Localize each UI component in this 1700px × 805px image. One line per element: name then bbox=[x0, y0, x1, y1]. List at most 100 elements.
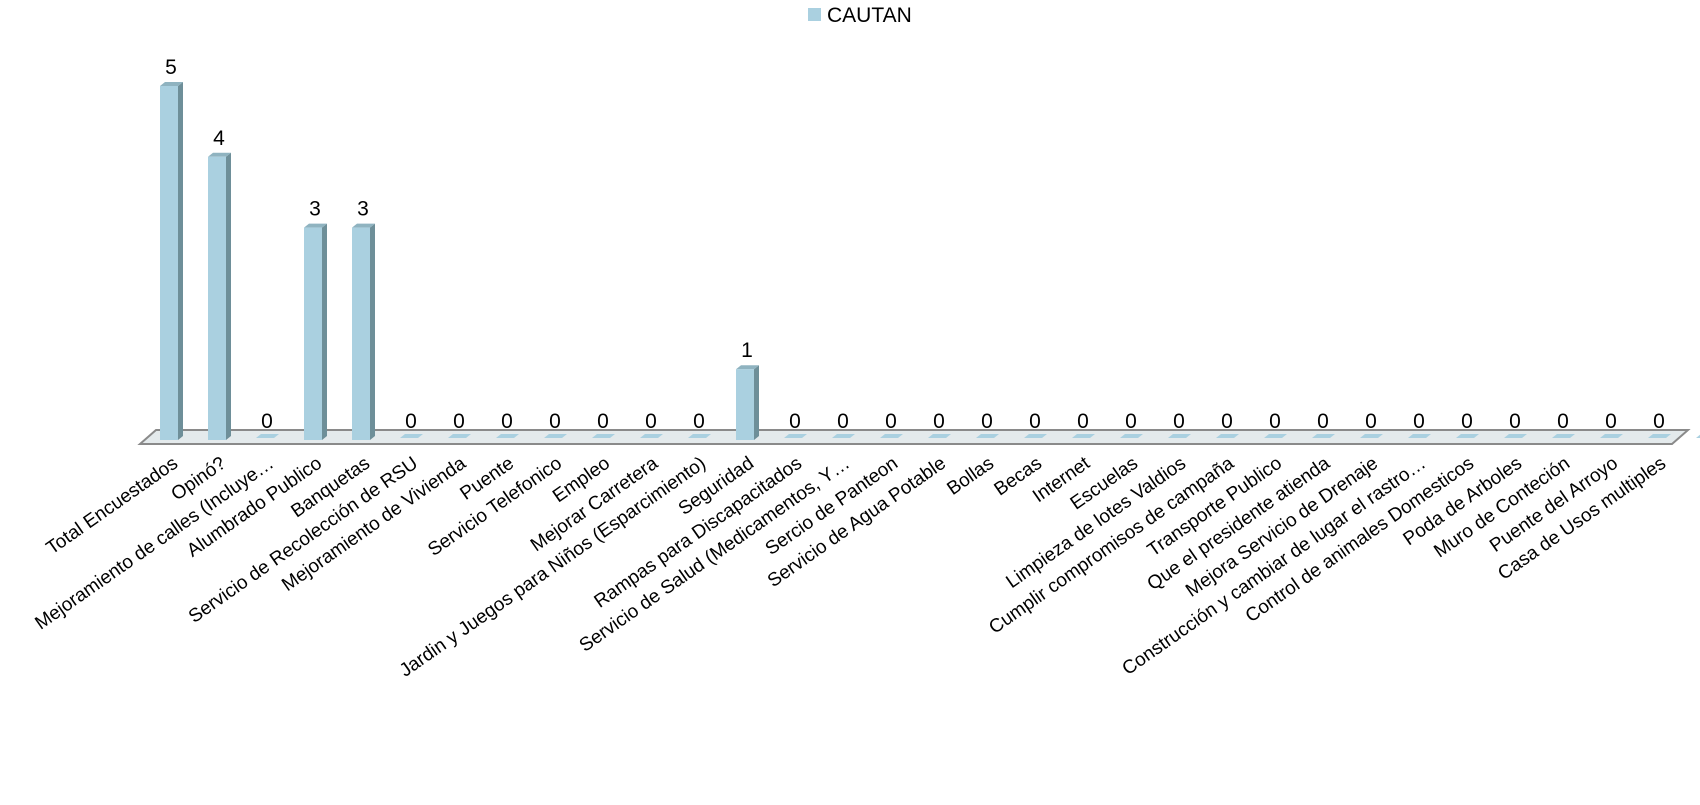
legend: CAUTAN bbox=[808, 4, 912, 27]
data-label: 0 bbox=[645, 410, 657, 433]
bar-zero-marker bbox=[688, 434, 711, 438]
bar-zero-marker bbox=[496, 434, 519, 438]
bar-side bbox=[226, 152, 231, 441]
legend-label: CAUTAN bbox=[827, 4, 912, 27]
bar-front bbox=[160, 86, 178, 440]
data-label: 0 bbox=[1557, 410, 1569, 433]
bar bbox=[592, 434, 615, 438]
bar-zero-marker bbox=[1648, 434, 1671, 438]
bars bbox=[160, 82, 1700, 441]
data-label: 0 bbox=[597, 410, 609, 433]
bar-zero-marker bbox=[592, 434, 615, 438]
data-label: 0 bbox=[837, 410, 849, 433]
category-tick-label: Bollas bbox=[943, 453, 997, 500]
bar-front bbox=[304, 227, 322, 440]
bar-side bbox=[322, 223, 327, 440]
bar-zero-marker bbox=[832, 434, 855, 438]
data-label: 3 bbox=[309, 198, 321, 221]
data-label: 0 bbox=[1317, 410, 1329, 433]
data-label: 0 bbox=[1269, 410, 1281, 433]
data-label: 0 bbox=[1125, 410, 1137, 433]
bar bbox=[208, 152, 231, 441]
bar-front bbox=[352, 227, 370, 440]
data-label: 0 bbox=[1509, 410, 1521, 433]
legend-swatch bbox=[808, 8, 821, 21]
data-label: 0 bbox=[1365, 410, 1377, 433]
bar-top bbox=[352, 223, 375, 228]
bar bbox=[1600, 434, 1623, 438]
bar bbox=[1024, 434, 1047, 438]
bar bbox=[1552, 434, 1575, 438]
bar-zero-marker bbox=[448, 434, 471, 438]
data-label: 0 bbox=[885, 410, 897, 433]
bar-zero-marker bbox=[1312, 434, 1335, 438]
data-label: 0 bbox=[693, 410, 705, 433]
bar bbox=[928, 434, 951, 438]
bar bbox=[640, 434, 663, 438]
bar bbox=[1504, 434, 1527, 438]
data-label: 1 bbox=[741, 339, 753, 362]
data-label: 0 bbox=[1413, 410, 1425, 433]
data-label: 0 bbox=[261, 410, 273, 433]
bar bbox=[784, 434, 807, 438]
bar bbox=[1408, 434, 1431, 438]
bar bbox=[400, 434, 423, 438]
bar-zero-marker bbox=[640, 434, 663, 438]
bar-zero-marker bbox=[1456, 434, 1479, 438]
bar-zero-marker bbox=[1696, 434, 1700, 438]
bar bbox=[1168, 434, 1191, 438]
data-label: 0 bbox=[549, 410, 561, 433]
bar bbox=[448, 434, 471, 438]
data-label: 0 bbox=[405, 410, 417, 433]
bar-zero-marker bbox=[256, 434, 279, 438]
bar-top bbox=[736, 365, 759, 370]
bar-zero-marker bbox=[1216, 434, 1239, 438]
bar-zero-marker bbox=[928, 434, 951, 438]
data-label: 0 bbox=[1221, 410, 1233, 433]
bar-zero-marker bbox=[1168, 434, 1191, 438]
data-label: 0 bbox=[933, 410, 945, 433]
bar bbox=[832, 434, 855, 438]
bar bbox=[1456, 434, 1479, 438]
bar-zero-marker bbox=[400, 434, 423, 438]
bar-zero-marker bbox=[976, 434, 999, 438]
bar bbox=[304, 223, 327, 440]
bar bbox=[880, 434, 903, 438]
bar bbox=[496, 434, 519, 438]
data-label: 3 bbox=[357, 198, 369, 221]
bar-side bbox=[370, 223, 375, 440]
bar bbox=[688, 434, 711, 438]
bar-zero-marker bbox=[784, 434, 807, 438]
data-label: 5 bbox=[165, 56, 177, 79]
bar-side bbox=[754, 365, 759, 440]
bar-front bbox=[736, 369, 754, 440]
bar-zero-marker bbox=[1504, 434, 1527, 438]
data-label: 0 bbox=[1173, 410, 1185, 433]
bar-zero-marker bbox=[1024, 434, 1047, 438]
bar-top bbox=[304, 223, 327, 228]
data-label: 0 bbox=[981, 410, 993, 433]
bar-zero-marker bbox=[1072, 434, 1095, 438]
chart-floor bbox=[137, 429, 1691, 445]
bar bbox=[1216, 434, 1239, 438]
bar bbox=[1696, 434, 1700, 438]
bar-zero-marker bbox=[1120, 434, 1143, 438]
bar bbox=[736, 365, 759, 440]
bar bbox=[1648, 434, 1671, 438]
bar-zero-marker bbox=[1360, 434, 1383, 438]
bar bbox=[256, 434, 279, 438]
data-label: 0 bbox=[453, 410, 465, 433]
data-label: 0 bbox=[1029, 410, 1041, 433]
data-label: 0 bbox=[501, 410, 513, 433]
data-label: 0 bbox=[1461, 410, 1473, 433]
floor-plane bbox=[137, 429, 1691, 445]
data-label: 0 bbox=[1653, 410, 1665, 433]
data-label: 0 bbox=[789, 410, 801, 433]
data-labels: 540330000000100000000000000000000 bbox=[165, 56, 1665, 433]
data-label: 0 bbox=[1077, 410, 1089, 433]
bar-zero-marker bbox=[1264, 434, 1287, 438]
bar-top bbox=[208, 152, 231, 157]
